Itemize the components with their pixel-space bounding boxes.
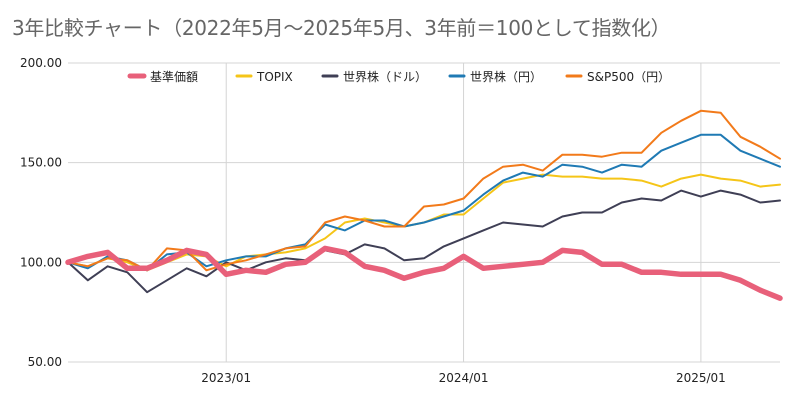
y-tick-label: 50.00: [28, 355, 62, 369]
series-line-0: [65, 245, 783, 301]
series-line-4: [67, 109, 781, 272]
x-tick-label: 2025/01: [676, 371, 726, 385]
chart-title: 3年比較チャート（2022年5月～2025年5月、3年前＝100として指数化）: [12, 16, 671, 40]
x-tick-label: 2024/01: [439, 371, 489, 385]
legend-label-3: 世界株（円）: [470, 69, 542, 84]
legend-label-0: 基準価額: [150, 69, 198, 84]
x-tick-label: 2023/01: [201, 371, 251, 385]
axis-labels: 50.00 100.00 150.00 200.00 2023/01 2024/01 202…: [20, 56, 726, 385]
legend-label-4: S&P500（円）: [587, 70, 670, 84]
legend: 基準価額 TOPIX 世界株（ドル） 世界株（円） S&P500（円）: [127, 69, 670, 84]
y-tick-label: 100.00: [20, 255, 62, 269]
series-line-2: [67, 189, 781, 294]
series-layer: [65, 109, 783, 301]
legend-label-2: 世界株（ドル）: [343, 69, 427, 84]
legend-label-1: TOPIX: [256, 70, 293, 84]
y-tick-label: 150.00: [20, 156, 62, 170]
grid-layer: [68, 62, 780, 363]
y-tick-label: 200.00: [20, 56, 62, 70]
